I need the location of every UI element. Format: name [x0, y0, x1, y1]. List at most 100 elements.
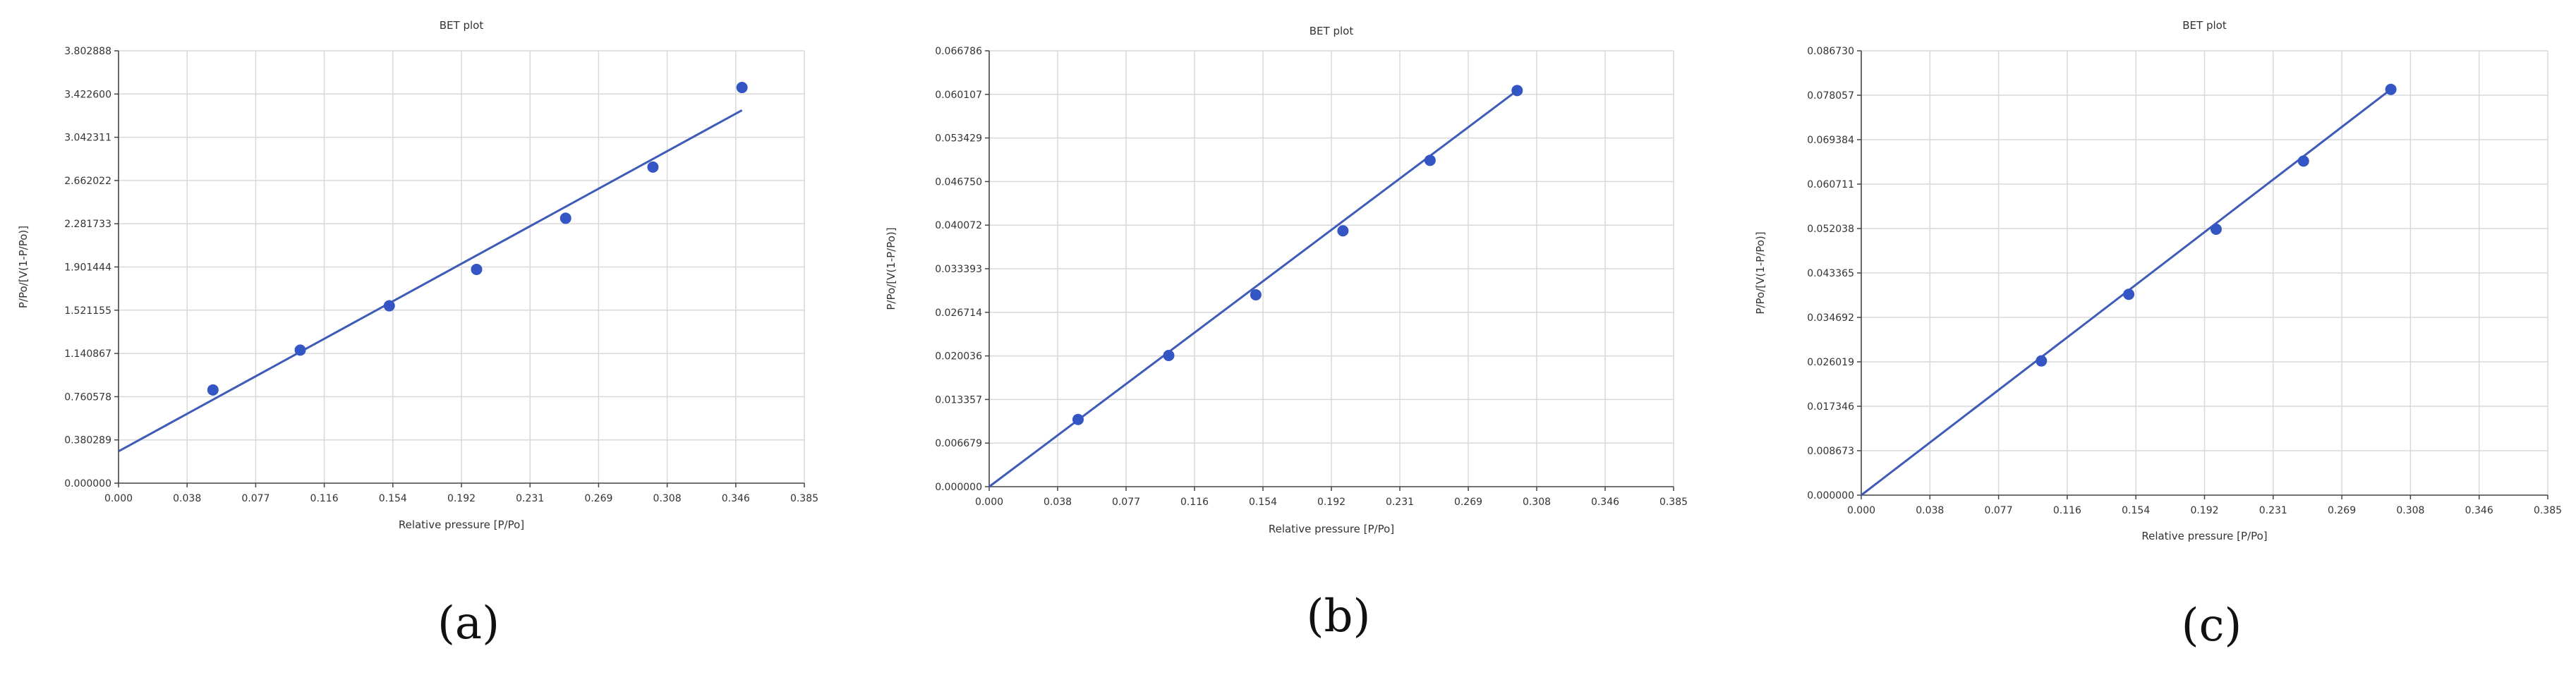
y-tick-label: 0.000000 [64, 478, 111, 489]
x-tick-label: 0.154 [2122, 505, 2150, 516]
x-tick-label: 0.192 [1317, 497, 1346, 508]
chart-title: BET plot [2182, 19, 2227, 32]
x-tick-label: 0.346 [2465, 505, 2493, 516]
panel-label: (b) [1307, 590, 1371, 643]
x-tick-label: 0.385 [2534, 505, 2562, 516]
x-tick-label: 0.154 [1249, 497, 1277, 508]
y-tick-label: 0.006679 [935, 438, 982, 449]
x-tick-label: 0.231 [516, 493, 544, 504]
y-tick-label: 3.802888 [64, 46, 111, 57]
chart-title: BET plot [1310, 25, 1354, 37]
bet-chart-3: 0.000 0.038 0.077 0.116 0.154 0.192 0.231 0.269… [1754, 19, 2562, 652]
y-axis-label: P/Po/[V(1-P/Po)] [1754, 231, 1767, 314]
data-point [1424, 154, 1436, 166]
x-axis-label: Relative pressure [P/Po] [1269, 523, 1394, 535]
y-tick-label: 0.043365 [1807, 268, 1854, 279]
x-tick-label: 0.269 [2328, 505, 2356, 516]
data-point [647, 161, 659, 173]
y-tick-label: 0.026019 [1807, 357, 1854, 368]
y-tick-label: 0.380289 [64, 435, 111, 446]
x-tick-label: 0.000 [1847, 505, 1875, 516]
data-point [383, 300, 395, 312]
y-tick-label: 0.008673 [1807, 446, 1854, 457]
x-tick-label: 0.077 [1985, 505, 2013, 516]
data-point [2385, 83, 2397, 95]
data-point [1337, 225, 1349, 237]
data-point [294, 344, 306, 356]
data-point [2036, 355, 2048, 367]
x-tick-label: 0.154 [379, 493, 407, 504]
y-axis-label: P/Po/[V(1-P/Po)] [885, 227, 897, 310]
y-tick-label: 0.086730 [1807, 46, 1854, 57]
data-point [2297, 155, 2309, 167]
data-point [2210, 224, 2222, 236]
y-tick-label: 2.281733 [64, 219, 111, 230]
data-point [207, 384, 219, 396]
y-tick-label: 0.040072 [935, 220, 982, 231]
y-tick-label: 3.422600 [64, 89, 111, 100]
y-tick-label: 0.034692 [1807, 312, 1854, 324]
y-tick-label: 3.042311 [64, 133, 111, 144]
x-tick-label: 0.346 [1591, 497, 1619, 508]
panel-label: (c) [2182, 600, 2242, 652]
data-point [560, 212, 572, 224]
bet-chart-1: 0.000 0.038 0.077 0.116 0.154 0.192 0.231 0.269… [17, 19, 818, 650]
y-tick-label: 0.033393 [935, 264, 982, 275]
data-point [471, 263, 483, 275]
y-tick-label: 0.052038 [1807, 224, 1854, 235]
y-tick-label: 0.060711 [1807, 179, 1854, 190]
y-axis-label: P/Po/[V(1-P/Po)] [17, 226, 30, 308]
y-tick-label: 0.000000 [1807, 490, 1854, 501]
gridlines [1861, 50, 2548, 495]
y-tick-label: 0.046750 [935, 176, 982, 188]
y-tick-label: 0.760578 [64, 391, 111, 403]
x-tick-label: 0.231 [1386, 497, 1414, 508]
x-tick-label: 0.000 [104, 493, 133, 504]
data-point [1163, 350, 1175, 362]
x-tick-label: 0.269 [584, 493, 612, 504]
x-tick-label: 0.116 [2053, 505, 2081, 516]
data-point [736, 82, 748, 94]
x-tick-label: 0.000 [975, 497, 1003, 508]
x-tick-label: 0.038 [1916, 505, 1944, 516]
chart-title: BET plot [440, 19, 484, 32]
x-tick-label: 0.346 [722, 493, 750, 504]
y-tick-label: 1.901444 [64, 262, 111, 274]
x-axis-label: Relative pressure [P/Po] [2141, 530, 2267, 542]
y-tick-label: 1.140867 [64, 348, 111, 360]
x-tick-label: 0.077 [241, 493, 270, 504]
y-tick-label: 0.020036 [935, 351, 982, 363]
x-tick-label: 0.116 [310, 493, 339, 504]
y-tick-label: 2.662022 [64, 176, 111, 187]
gridlines [989, 50, 1674, 487]
x-tick-label: 0.308 [653, 493, 682, 504]
bet-chart-2: 0.000 0.038 0.077 0.116 0.154 0.192 0.231 0.269… [885, 25, 1688, 643]
y-tick-label: 1.521155 [64, 305, 111, 317]
x-tick-label: 0.116 [1180, 497, 1209, 508]
y-tick-label: 0.000000 [935, 482, 982, 493]
data-point [1250, 288, 1262, 300]
y-tick-label: 0.060107 [935, 90, 982, 101]
y-tick-label: 0.066786 [935, 46, 982, 57]
x-tick-label: 0.192 [447, 493, 476, 504]
y-tick-label: 0.013357 [935, 394, 982, 406]
x-tick-label: 0.308 [2396, 505, 2424, 516]
y-tick-label: 0.017346 [1807, 401, 1854, 413]
fit-line [988, 90, 1518, 488]
y-tick-label: 0.026714 [935, 308, 982, 319]
x-axis-label: Relative pressure [P/Po] [399, 518, 524, 531]
y-tick-label: 0.053429 [935, 133, 982, 145]
x-tick-label: 0.231 [2259, 505, 2287, 516]
x-tick-label: 0.038 [173, 493, 201, 504]
y-tick-label: 0.078057 [1807, 90, 1854, 102]
panel-label: (a) [437, 597, 500, 650]
data-point [1072, 413, 1084, 425]
x-tick-label: 0.308 [1523, 497, 1551, 508]
x-tick-label: 0.038 [1044, 497, 1072, 508]
gridlines [119, 50, 805, 483]
data-point [1511, 85, 1523, 97]
x-tick-label: 0.077 [1112, 497, 1140, 508]
x-tick-label: 0.269 [1454, 497, 1482, 508]
x-tick-label: 0.385 [790, 493, 818, 504]
